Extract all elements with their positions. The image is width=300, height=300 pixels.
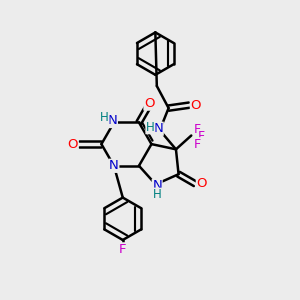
Text: H: H	[146, 121, 155, 134]
Text: O: O	[68, 138, 78, 151]
Text: O: O	[196, 177, 207, 190]
Text: N: N	[153, 122, 163, 135]
Text: N: N	[109, 159, 119, 172]
Text: F: F	[119, 243, 127, 256]
Text: F: F	[194, 138, 201, 151]
Text: O: O	[190, 99, 201, 112]
Text: N: N	[152, 179, 162, 192]
Text: H: H	[100, 111, 109, 124]
Text: O: O	[144, 97, 154, 110]
Text: F: F	[194, 122, 201, 136]
Text: N: N	[108, 115, 117, 128]
Text: H: H	[153, 188, 162, 201]
Text: F: F	[198, 130, 205, 143]
